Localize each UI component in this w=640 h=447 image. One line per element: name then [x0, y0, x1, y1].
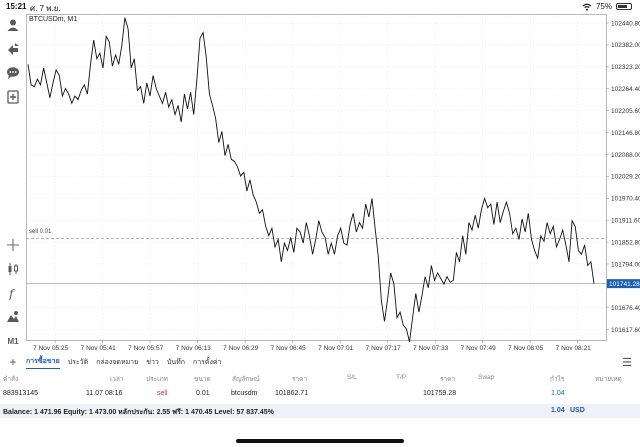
chat-icon[interactable]	[4, 64, 22, 82]
add-icon[interactable]: +	[9, 355, 17, 369]
y-tick-label: 101794.00	[611, 261, 640, 268]
balance-profit: 1.04	[551, 407, 565, 414]
y-tick-label: 102440.80	[611, 20, 640, 27]
header-sl: S/L	[347, 374, 357, 381]
y-tick-label: 101911.60	[611, 217, 640, 224]
header-tp: T/P	[396, 374, 407, 381]
status-right: 75%	[582, 2, 632, 11]
tab-settings[interactable]: การตั้งค่า	[192, 358, 222, 366]
plot-frame	[26, 14, 607, 341]
order-type: sell	[157, 390, 168, 397]
x-tick-label: 7 Nov 06:45	[271, 345, 306, 352]
crosshair-icon[interactable]	[4, 236, 22, 254]
battery-icon	[616, 3, 632, 10]
date: ศ. 7 พ.ย.	[30, 4, 61, 13]
price-chart[interactable]: 102440.80 102382.00 102323.20 102264.40 1022…	[26, 14, 640, 354]
balance-currency: USD	[570, 407, 585, 414]
y-tick-label: 102382.00	[611, 42, 640, 49]
current-price-badge	[607, 279, 640, 289]
x-tick-label: 7 Nov 05:41	[81, 345, 116, 352]
header-type: ประเภท	[146, 376, 168, 383]
sell-line-label: sell 0.01	[29, 229, 52, 236]
header-time: เวลา	[110, 376, 124, 383]
wifi-icon	[582, 3, 592, 11]
chart-symbol-title: BTCUSDm, M1	[29, 16, 78, 23]
table-row[interactable]: 883913145 11.07 08:16 sell 0.01 btcusdm …	[0, 388, 640, 401]
battery-level	[618, 5, 627, 8]
header-symbol: สัญลักษณ์	[232, 376, 260, 383]
order-id: 883913145	[3, 390, 39, 397]
tab-history[interactable]: ประวัติ	[67, 358, 89, 366]
order-profit: 1.04	[551, 390, 565, 397]
balance-text: Balance: 1 471.96 Equity: 1 473.00 หลักป…	[3, 409, 274, 416]
y-tick-label: 102088.00	[611, 152, 640, 159]
order-time: 11.07 08:16	[86, 390, 123, 397]
x-tick-label: 7 Nov 06:29	[223, 345, 258, 352]
y-tick-label: 101970.40	[611, 196, 640, 203]
y-tick-label: 101852.80	[611, 239, 640, 246]
svg-text:f: f	[8, 287, 16, 300]
order-current-price: 101759.28	[423, 390, 457, 397]
clock: 15:21	[6, 2, 27, 11]
battery-percent: 75%	[595, 2, 612, 11]
x-tick-label: 7 Nov 08:21	[556, 345, 591, 352]
x-tick-label: 7 Nov 07:01	[318, 345, 353, 352]
x-tick-label: 7 Nov 07:33	[413, 345, 448, 352]
home-indicator[interactable]	[236, 439, 404, 443]
y-tick-label: 102029.20	[611, 174, 640, 181]
bottom-tabs: + การซื้อขาย ประวัติ กล่องจดหมาย ข่าว บั…	[0, 355, 640, 369]
chart-canvas[interactable]: 102440.80 102382.00 102323.20 102264.40 1022…	[26, 14, 640, 354]
header-swap: Swap	[478, 374, 495, 381]
x-tick-label: 7 Nov 07:17	[366, 345, 401, 352]
status-bar: 15:21 ศ. 7 พ.ย. 75%	[0, 0, 640, 14]
tab-news[interactable]: ข่าว	[146, 358, 159, 366]
header-comment: หมายเหตุ	[595, 376, 622, 383]
header-price: ราคา	[292, 376, 308, 383]
account-icon[interactable]	[4, 16, 22, 34]
function-icon[interactable]: f	[4, 284, 22, 302]
tab-trade[interactable]: การซื้อขาย	[26, 355, 60, 369]
x-tick-label: 7 Nov 06:13	[176, 345, 211, 352]
current-price-label: 101741.28	[609, 281, 640, 288]
left-toolbar: f M1	[0, 14, 26, 354]
y-tick-label: 102323.20	[611, 64, 640, 71]
y-tick-label: 101617.60	[611, 327, 640, 334]
x-tick-label: 7 Nov 08:05	[508, 345, 543, 352]
tab-journal[interactable]: บันทึก	[166, 358, 185, 366]
x-tick-label: 7 Nov 05:57	[128, 345, 163, 352]
menu-icon[interactable]: ☰	[622, 357, 632, 369]
header-profit: กำไร	[550, 376, 565, 383]
add-document-icon[interactable]	[4, 88, 22, 106]
timeframe-button[interactable]: M1	[7, 336, 19, 346]
x-tick-label: 7 Nov 07:49	[461, 345, 496, 352]
order-price: 101862.71	[275, 390, 309, 397]
trade-icon[interactable]	[4, 40, 22, 58]
header-size: ขนาด	[194, 376, 211, 383]
orders-table-header: คำสั่ง เวลา ประเภท ขนาด สัญลักษณ์ ราคา S…	[0, 372, 640, 384]
order-symbol: btcusdm	[231, 390, 258, 397]
tab-mailbox[interactable]: กล่องจดหมาย	[96, 358, 139, 366]
header-order: คำสั่ง	[3, 376, 19, 383]
y-tick-label: 102146.80	[611, 130, 640, 137]
y-tick-label: 101676.40	[611, 305, 640, 312]
x-tick-label: 7 Nov 05:25	[33, 345, 68, 352]
balance-bar: Balance: 1 471.96 Equity: 1 473.00 หลักป…	[0, 404, 640, 418]
y-tick-label: 102205.60	[611, 108, 640, 115]
objects-icon[interactable]	[4, 308, 22, 326]
candles-icon[interactable]	[4, 260, 22, 278]
y-tick-label: 102264.40	[611, 86, 640, 93]
order-size: 0.01	[196, 390, 210, 397]
price-series-line	[27, 17, 595, 343]
header-current-price: ราคา	[440, 376, 456, 383]
